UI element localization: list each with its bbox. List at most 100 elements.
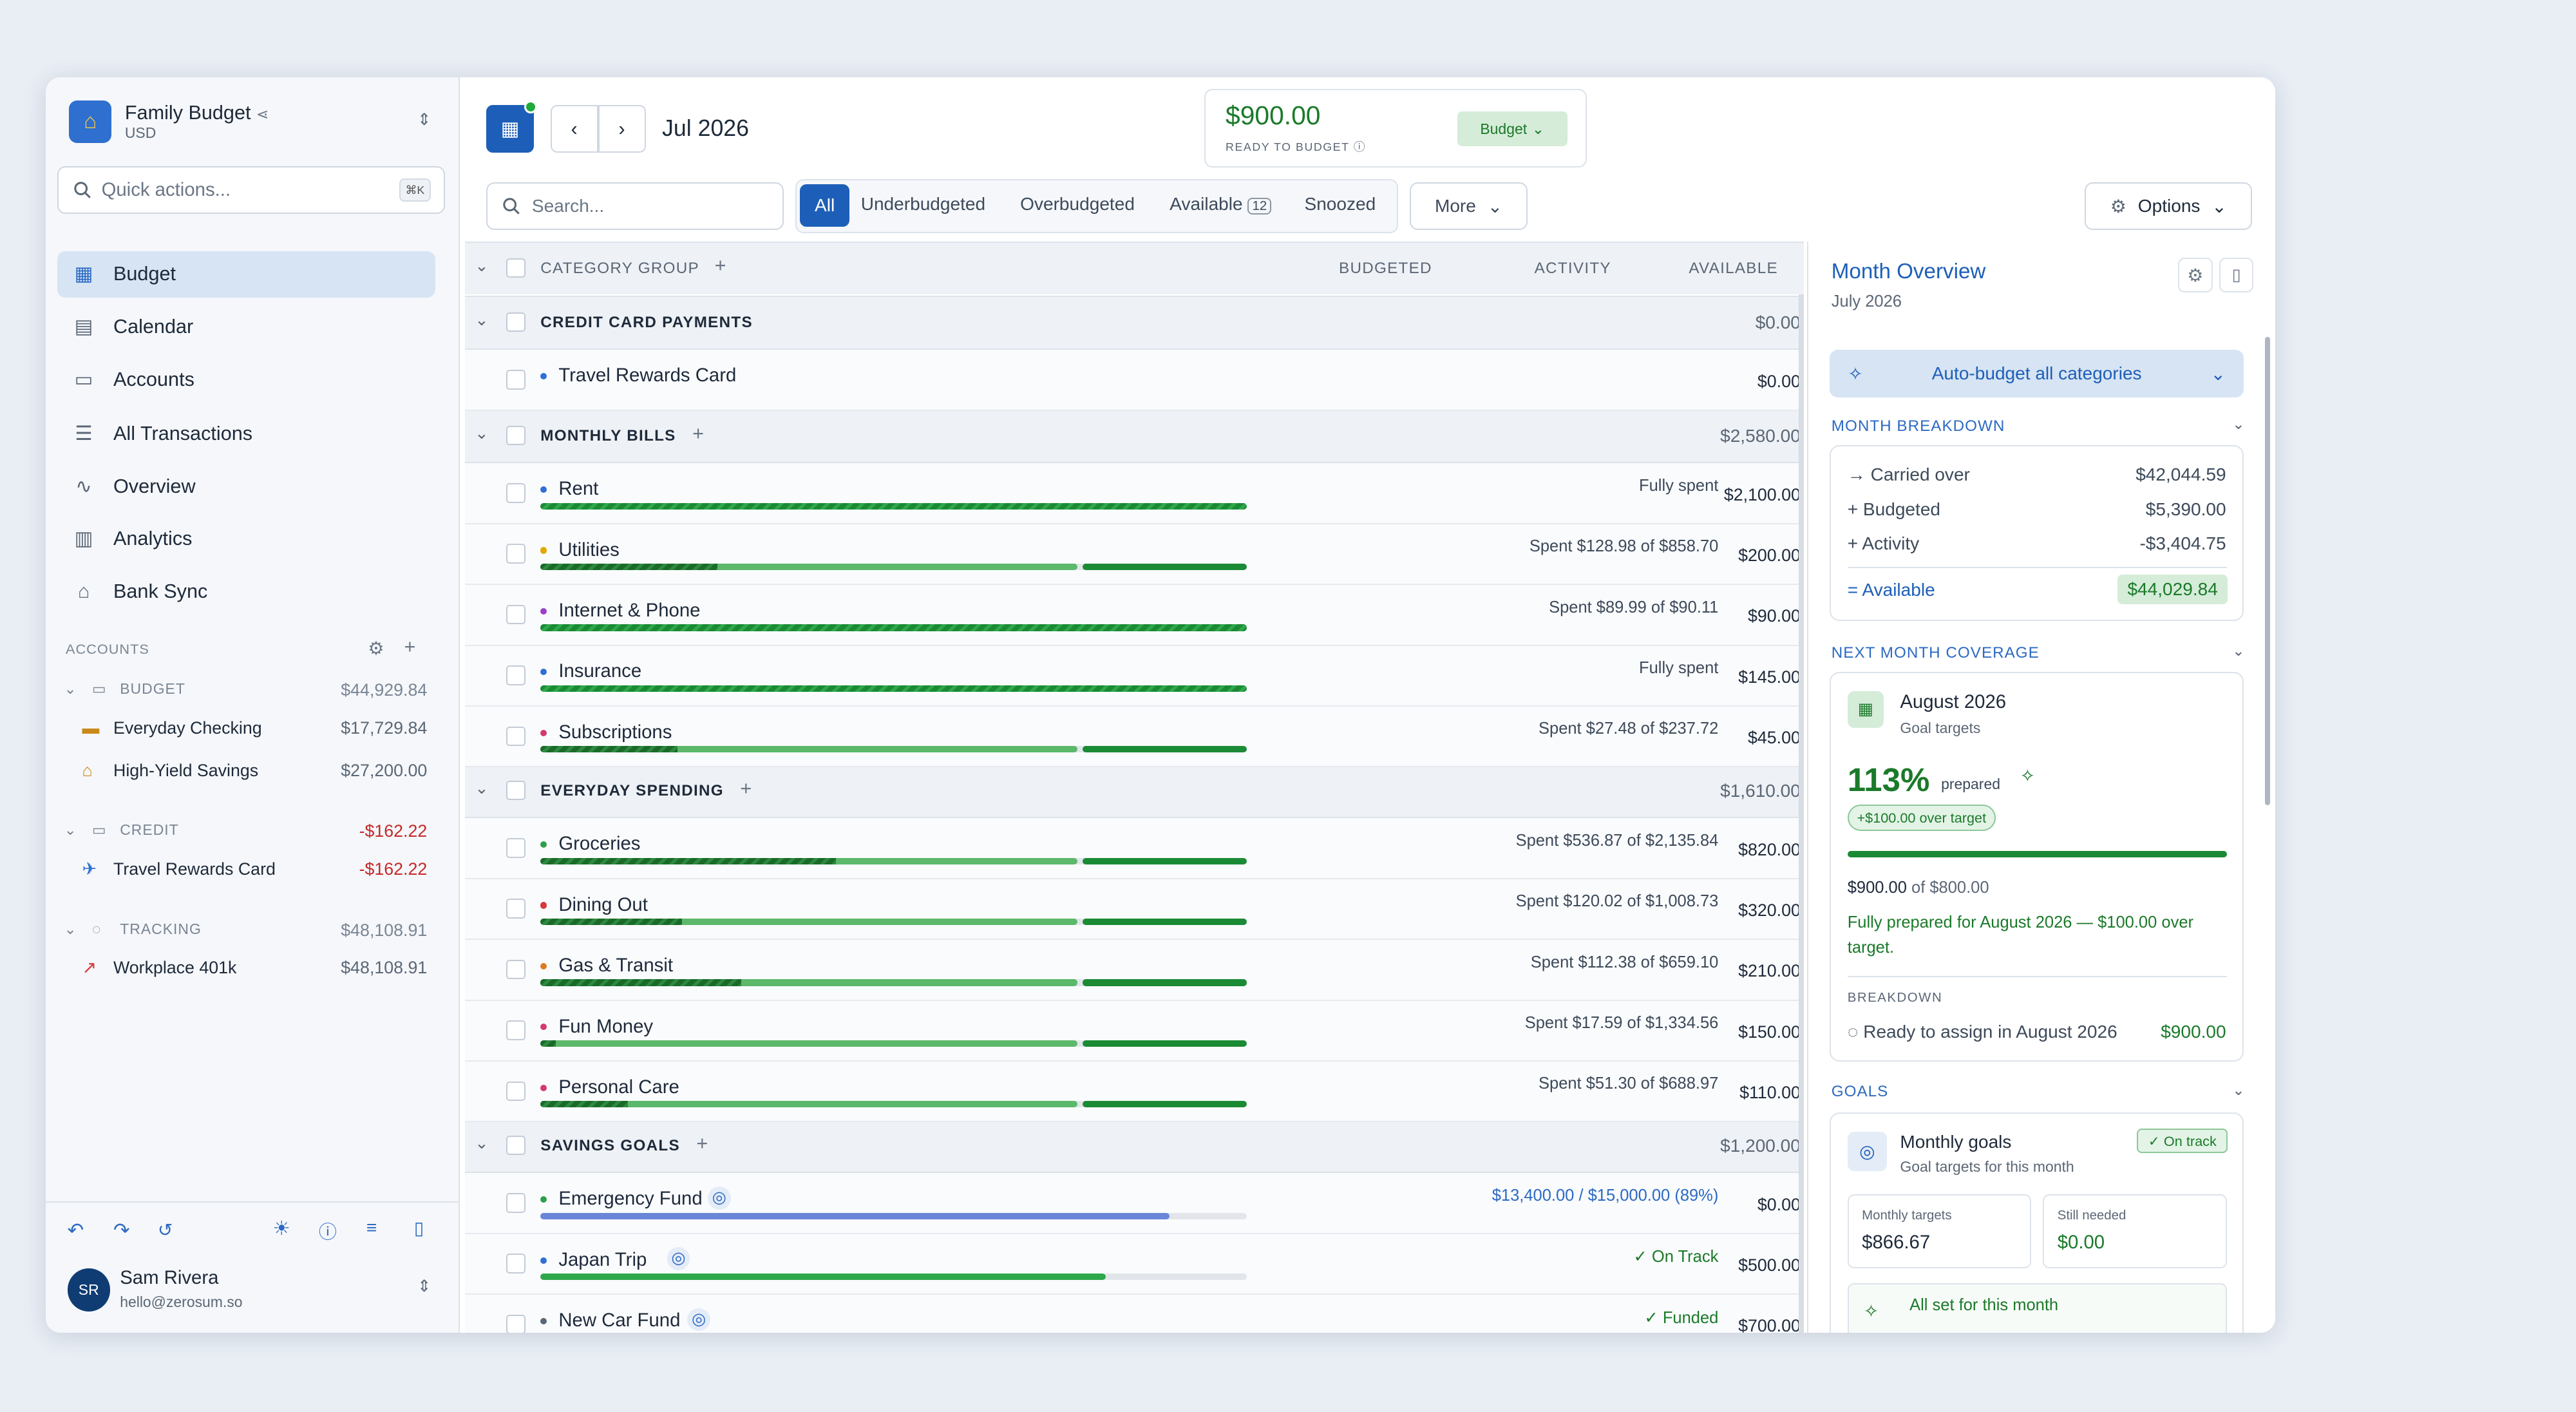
header-category-group[interactable]: CATEGORY GROUP [540,260,699,278]
select-all-checkbox[interactable] [506,258,526,278]
category-row[interactable] [464,706,1804,768]
options-button[interactable]: ⚙ Options ⌄ [2085,182,2253,231]
row-checkbox[interactable] [506,544,526,564]
group-row[interactable] [464,296,1804,350]
category-name[interactable]: Fun Money [558,1015,654,1037]
row-checkbox[interactable] [506,665,526,685]
row-checkbox[interactable] [506,1193,526,1213]
redo-icon[interactable]: ↷ [113,1219,130,1241]
category-name[interactable]: Rent [558,478,599,500]
budgeted-cell[interactable]: $90.00 [1748,606,1801,626]
category-row[interactable] [464,818,1804,879]
row-checkbox[interactable] [506,726,526,747]
category-row[interactable] [464,463,1804,524]
filter-available[interactable]: Available 12 [1170,194,1272,215]
overview-settings-button[interactable]: ⚙ [2178,258,2213,293]
add-group-icon[interactable]: + [714,254,726,277]
category-name[interactable]: Internet & Phone [558,600,701,622]
category-row[interactable] [464,940,1804,1001]
target-icon[interactable]: ◎ [687,1308,711,1331]
add-category-icon[interactable]: + [692,422,705,444]
nav-overview[interactable]: ∿ Overview [57,463,435,509]
category-name[interactable]: Subscriptions [558,721,672,743]
category-name[interactable]: Personal Care [558,1076,679,1098]
budgeted-cell[interactable]: $200.00 [1738,545,1801,565]
add-category-icon[interactable]: + [696,1132,708,1154]
category-row[interactable] [464,1000,1804,1062]
nav-budget[interactable]: ▦ Budget [57,251,435,298]
budgeted-cell[interactable]: $820.00 [1738,839,1801,859]
filter-all[interactable]: All [800,184,849,227]
category-row[interactable] [464,585,1804,646]
category-row[interactable] [464,1234,1804,1295]
add-category-icon[interactable]: + [740,777,752,799]
collapse-panel-button[interactable]: ▯ [2219,258,2254,293]
nav-calendar[interactable]: ▤ Calendar [57,304,435,350]
nav-accounts[interactable]: ▭ Accounts [57,357,435,403]
budgeted-cell[interactable]: $210.00 [1738,961,1801,981]
more-button[interactable]: More ⌄ [1409,182,1528,231]
add-account-icon[interactable]: + [404,636,416,658]
row-checkbox[interactable] [506,604,526,625]
panel-icon[interactable]: ▯ [413,1218,424,1239]
category-name[interactable]: Japan Trip [558,1248,647,1270]
chevron-down-icon[interactable]: ⌄ [2232,642,2245,660]
category-row[interactable] [464,350,1804,411]
avatar[interactable]: SR [67,1268,110,1312]
category-name[interactable]: Emergency Fund [558,1188,703,1210]
category-name[interactable]: New Car Fund [558,1310,681,1331]
category-row[interactable] [464,524,1804,586]
row-checkbox[interactable] [506,1020,526,1040]
budgeted-cell[interactable]: $700.00 [1738,1316,1801,1333]
category-name[interactable]: Gas & Transit [558,955,673,977]
category-name[interactable]: Dining Out [558,893,648,915]
target-icon[interactable]: ◎ [707,1186,731,1210]
nav-bank-sync[interactable]: ⌂ Bank Sync [57,569,435,615]
filter-snoozed[interactable]: Snoozed [1304,194,1376,214]
share-icon[interactable]: ⋖ [256,105,269,122]
category-name[interactable]: Travel Rewards Card [558,365,737,386]
info-icon[interactable]: ⓘ [1353,140,1367,154]
budgeted-cell[interactable]: $45.00 [1748,728,1801,748]
row-checkbox[interactable] [506,838,526,858]
budget-dropdown-button[interactable]: Budget ⌄ [1457,111,1567,147]
chevron-down-icon[interactable]: ⌄ [475,1134,489,1153]
group-checkbox[interactable] [506,312,526,332]
row-checkbox[interactable] [506,1254,526,1274]
category-name[interactable]: Utilities [558,539,620,560]
category-row[interactable] [464,879,1804,940]
row-checkbox[interactable] [506,369,526,390]
category-row[interactable] [464,645,1804,707]
budgeted-cell[interactable]: $110.00 [1739,1083,1801,1103]
filter-underbudgeted[interactable]: Underbudgeted [860,194,986,214]
budgeted-cell[interactable]: $320.00 [1738,900,1801,920]
row-checkbox[interactable] [506,899,526,919]
next-month-button[interactable]: › [598,105,646,153]
undo-icon[interactable]: ↶ [67,1219,84,1241]
prev-month-button[interactable]: ‹ [550,105,598,153]
group-checkbox[interactable] [506,1135,526,1156]
nav-all-transactions[interactable]: ☰ All Transactions [57,411,435,457]
goals-heading[interactable]: GOALS [1831,1083,1889,1101]
nav-analytics[interactable]: ▥ Analytics [57,516,435,562]
history-icon[interactable]: ↺ [157,1219,173,1240]
group-row[interactable] [464,1119,1804,1174]
filter-overbudgeted[interactable]: Overbudgeted [1020,194,1135,214]
user-menu-chevron-icon[interactable]: ⇕ [417,1277,431,1296]
row-checkbox[interactable] [506,482,526,503]
chevron-down-icon[interactable]: ⌄ [2232,415,2245,433]
gear-icon[interactable]: ⚙ [368,638,384,658]
category-name[interactable]: Insurance [558,660,642,682]
chevron-down-icon[interactable]: ⌄ [2232,1081,2245,1098]
row-checkbox[interactable] [506,959,526,980]
budgeted-cell[interactable]: $2,100.00 [1723,484,1801,504]
group-row[interactable] [464,409,1804,464]
chevron-down-icon[interactable]: ⌄ [475,311,489,330]
budgeted-cell[interactable]: $500.00 [1738,1255,1801,1275]
sun-icon[interactable]: ☀ [272,1217,290,1240]
sliders-icon[interactable]: ≡ [366,1217,377,1238]
quick-actions-input[interactable]: Quick actions... ⌘K [57,166,446,214]
panel-scrollbar[interactable] [2265,336,2270,805]
workspace-chevron-icon[interactable]: ⇕ [417,110,431,129]
calendar-button[interactable]: ▦ [486,105,535,153]
